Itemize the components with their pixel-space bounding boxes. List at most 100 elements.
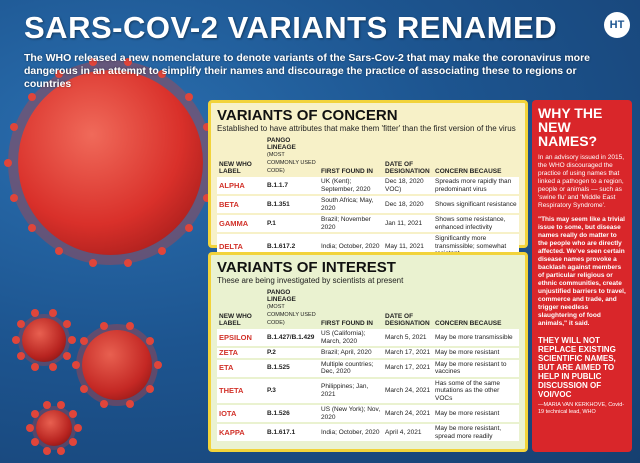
virus-spike [30, 438, 39, 447]
virus-spike [146, 336, 155, 345]
variant-date: April 4, 2021 [383, 424, 433, 441]
variant-concern: May be more transmissible [433, 329, 519, 346]
virus-spike [42, 446, 51, 455]
column-header: DATE OF DESIGNATION [385, 313, 430, 327]
virus-spike [69, 438, 78, 447]
virus-spike [30, 409, 39, 418]
variant-origin: US (New York); Nov, 2020 [319, 405, 383, 422]
column-header: FIRST FOUND IN [321, 168, 373, 175]
section-title: VARIANTS OF CONCERN [217, 107, 398, 124]
table-row: BETA B.1.351 South Africa; May, 2020 Dec… [217, 196, 519, 213]
variant-label: ZETA [217, 348, 265, 358]
why-new-names-panel: WHY THE NEW NAMES? In an advisory issued… [532, 100, 632, 452]
virus-spike [146, 385, 155, 394]
variant-lineage: B.1.526 [265, 405, 319, 422]
variant-concern: Shows significant resistance [433, 196, 519, 213]
column-header: PANGO LINEAGE (MOST COMMONLY USED CODE) [265, 289, 319, 327]
table-row: EPSILON B.1.427/B.1.429 US (California);… [217, 329, 519, 346]
virus-spike [55, 247, 64, 256]
variant-date: March 5, 2021 [383, 329, 433, 346]
variant-origin: South Africa; May, 2020 [319, 196, 383, 213]
virus-spike [69, 409, 78, 418]
virus-spike [157, 69, 166, 78]
variant-lineage: B.1.351 [265, 196, 319, 213]
side-attribution: —MARIA VAN KERKHOVE, Covid-19 technical … [538, 402, 625, 415]
side-paragraph: In an advisory issued in 2015, the WHO d… [538, 154, 624, 209]
column-header: NEW WHO LABEL [219, 313, 252, 327]
column-header-note: (MOST COMMONLY USED CODE) [267, 304, 316, 326]
variant-origin: Brazil; November 2020 [319, 215, 383, 232]
virus-spike [48, 362, 57, 371]
virus-spike [79, 336, 88, 345]
virus-spike [62, 319, 71, 328]
virus-spike [17, 319, 26, 328]
section-title: VARIANTS OF INTEREST [217, 259, 396, 276]
virus-spike [125, 399, 134, 408]
intro-text: The WHO released a new nomenclature to d… [24, 52, 590, 90]
virus-spike [100, 399, 109, 408]
column-header: FIRST FOUND IN [321, 320, 373, 327]
variant-origin: Multiple countries; Dec, 2020 [319, 359, 383, 377]
variant-concern: May be more resistant [433, 405, 519, 422]
virus-spike [42, 401, 51, 410]
variant-date: March 24, 2021 [383, 378, 433, 403]
table-row: THETA P.3 Philippines; Jan, 2021 March 2… [217, 378, 519, 403]
variant-concern: Shows some resistance, enhanced infectiv… [433, 215, 519, 232]
virus-illustration [12, 309, 76, 371]
column-header: NEW WHO LABEL [219, 161, 252, 175]
variant-origin: Brazil; April, 2020 [319, 348, 383, 358]
virus-illustration [4, 57, 217, 268]
variant-lineage: B.1.1.7 [265, 177, 319, 194]
virus-spike [72, 361, 80, 369]
virus-spike [57, 446, 66, 455]
variant-lineage: P.3 [265, 378, 319, 403]
virus-spike [202, 123, 211, 132]
virus-illustration [72, 322, 162, 408]
variant-label: GAMMA [217, 215, 265, 232]
virus-spike [202, 193, 211, 202]
virus-spike [48, 309, 57, 318]
variant-lineage: B.1.617.1 [265, 424, 319, 441]
virus-spike [62, 352, 71, 361]
variant-origin: India; October, 2020 [319, 424, 383, 441]
column-header-note: (MOST COMMONLY USED CODE) [267, 152, 316, 174]
virus-spike [124, 57, 133, 66]
variant-date: March 24, 2021 [383, 405, 433, 422]
virus-spike [79, 385, 88, 394]
virus-spike [185, 224, 194, 233]
variant-label: BETA [217, 196, 265, 213]
variant-concern: May be more resistant, spread more readi… [433, 424, 519, 441]
variant-lineage: P.2 [265, 348, 319, 358]
variant-lineage: B.1.427/B.1.429 [265, 329, 319, 346]
virus-spike [100, 322, 109, 331]
variant-label: THETA [217, 378, 265, 403]
table-row: ZETA P.2 Brazil; April, 2020 March 17, 2… [217, 348, 519, 358]
virus-illustration [26, 401, 82, 455]
variant-concern: May be more resistant to vaccines [433, 359, 519, 377]
variant-label: KAPPA [217, 424, 265, 441]
virus-spike [157, 247, 166, 256]
side-title: WHY THE NEW NAMES? [538, 105, 603, 149]
virus-spike [88, 57, 97, 66]
variant-origin: Philippines; Jan, 2021 [319, 378, 383, 403]
variant-label: ALPHA [217, 177, 265, 194]
column-header: PANGO LINEAGE (MOST COMMONLY USED CODE) [265, 137, 319, 175]
variant-date: March 17, 2021 [383, 348, 433, 358]
column-header: CONCERN BECAUSE [435, 168, 502, 175]
table-row: ETA B.1.525 Multiple countries; Dec, 202… [217, 359, 519, 377]
variants-of-concern-panel: VARIANTS OF CONCERN Established to have … [208, 100, 528, 259]
variant-label: EPSILON [217, 329, 265, 346]
variant-date: Dec 18, 2020 VOC) [383, 177, 433, 194]
virus-spike [31, 362, 40, 371]
side-quote: "This may seem like a trivial issue to s… [538, 216, 626, 327]
variant-date: March 17, 2021 [383, 359, 433, 377]
virus-spike [10, 123, 19, 132]
virus-spike [10, 193, 19, 202]
virus-spike [125, 322, 134, 331]
column-header-text: PANGO LINEAGE [267, 289, 296, 303]
variants-table: NEW WHO LABEL PANGO LINEAGE (MOST COMMONL… [217, 287, 519, 443]
virus-spike [17, 352, 26, 361]
virus-spike [88, 259, 97, 268]
variant-lineage: B.1.525 [265, 359, 319, 377]
virus-spike [74, 424, 82, 432]
